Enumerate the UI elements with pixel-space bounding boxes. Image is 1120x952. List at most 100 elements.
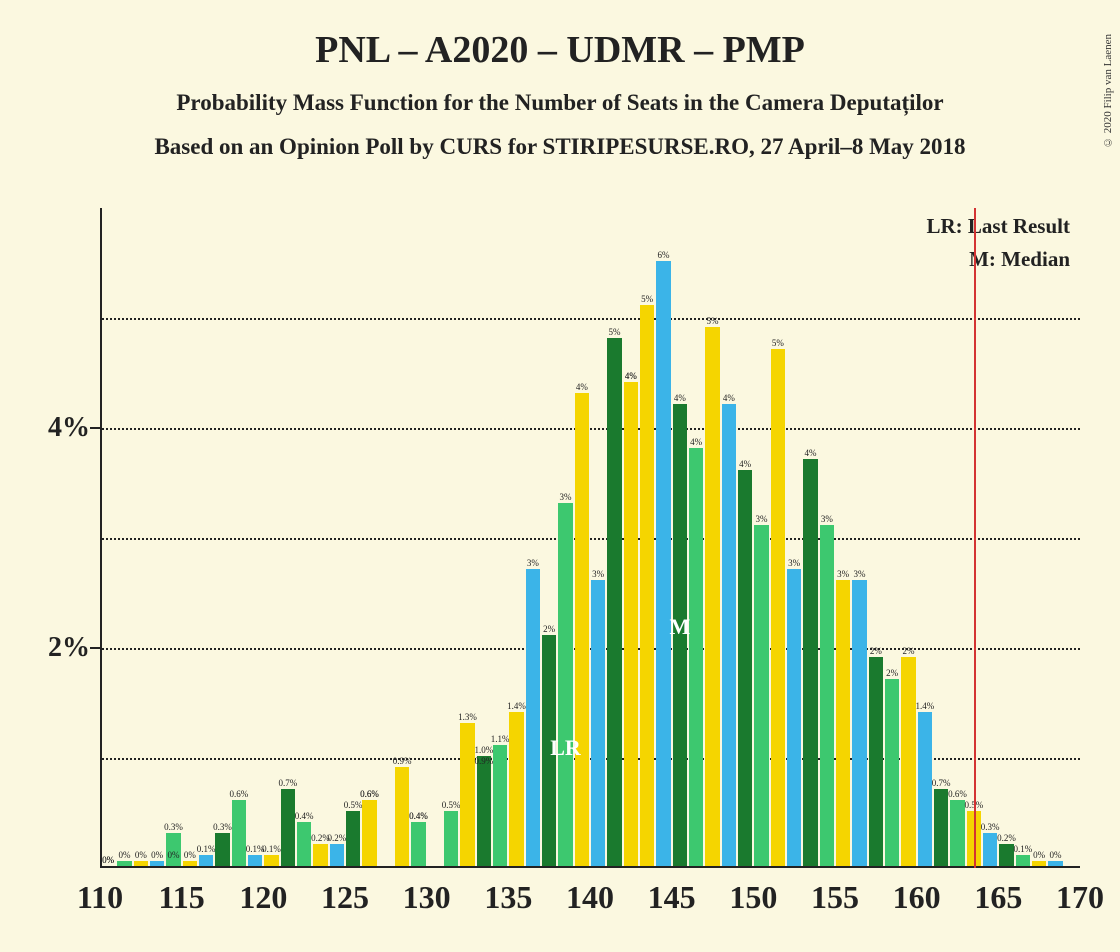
bar-value-label: 1.4% xyxy=(915,701,934,711)
bar xyxy=(330,844,344,866)
bar-value-label: 1.4% xyxy=(507,701,526,711)
bar-value-label: 1.3% xyxy=(458,712,477,722)
bar xyxy=(395,767,409,866)
bar-value-label: 0.2% xyxy=(327,833,346,843)
bar-value-label: 0.1% xyxy=(262,844,281,854)
bar-value-label: 0.3% xyxy=(213,822,232,832)
bar xyxy=(297,822,311,866)
bar-value-label: 0.2% xyxy=(997,833,1016,843)
bar-value-label: 0.9% xyxy=(474,756,493,766)
bar xyxy=(607,338,621,866)
bar xyxy=(411,822,425,866)
chart-plot-area: 2%4%110115120125130135140145150155160165… xyxy=(100,208,1080,868)
bar-value-label: 0.3% xyxy=(981,822,1000,832)
bar-value-label: 0.7% xyxy=(932,778,951,788)
grid-line xyxy=(102,538,1080,540)
bar xyxy=(950,800,964,866)
bar xyxy=(640,305,654,866)
bar-value-label: 0.6% xyxy=(360,789,379,799)
bar-value-label: 2% xyxy=(886,668,898,678)
chart-subtitle-1: Probability Mass Function for the Number… xyxy=(0,90,1120,116)
bar-value-label: 4% xyxy=(739,459,751,469)
bar-value-label: 0.9% xyxy=(393,756,412,766)
bar xyxy=(836,580,850,866)
bar xyxy=(183,861,197,867)
bar-value-label: 0.6% xyxy=(948,789,967,799)
bar-value-label: 3% xyxy=(837,569,849,579)
bar-value-label: 0.3% xyxy=(164,822,183,832)
x-axis-label: 125 xyxy=(321,879,369,916)
chart-subtitle-2: Based on an Opinion Poll by CURS for STI… xyxy=(0,134,1120,160)
x-axis-label: 155 xyxy=(811,879,859,916)
x-axis-label: 150 xyxy=(729,879,777,916)
bar-value-label: 0.1% xyxy=(1013,844,1032,854)
grid-line xyxy=(102,428,1080,430)
bar xyxy=(591,580,605,866)
x-axis-label: 130 xyxy=(403,879,451,916)
bar xyxy=(558,503,572,866)
marker-line xyxy=(974,208,976,868)
bar xyxy=(215,833,229,866)
bar xyxy=(477,756,491,866)
bar xyxy=(999,844,1013,866)
bar xyxy=(885,679,899,866)
bar-value-label: 2% xyxy=(903,646,915,656)
bar xyxy=(248,855,262,866)
bar xyxy=(656,261,670,866)
bar-value-label: 5% xyxy=(772,338,784,348)
bar-value-label: 1.0% xyxy=(474,745,493,755)
bar xyxy=(150,861,164,867)
x-axis-label: 145 xyxy=(648,879,696,916)
bar-value-label: 0.4% xyxy=(409,811,428,821)
bar-value-label: 0.5% xyxy=(442,800,461,810)
bar-value-label: 6% xyxy=(658,250,670,260)
bar-value-label: 3% xyxy=(560,492,572,502)
copyright-text: © 2020 Filip van Laenen xyxy=(1102,34,1114,148)
bar xyxy=(509,712,523,866)
bar-value-label: 3% xyxy=(527,558,539,568)
bar xyxy=(199,855,213,866)
bar-value-label: 4% xyxy=(723,393,735,403)
bar xyxy=(1032,861,1046,867)
bar-value-label: 0% xyxy=(135,850,147,860)
x-axis-label: 165 xyxy=(974,879,1022,916)
x-axis xyxy=(100,866,1080,868)
bar xyxy=(869,657,883,866)
bar xyxy=(117,861,131,867)
bar-value-label: 0% xyxy=(102,855,114,865)
x-axis-label: 160 xyxy=(893,879,941,916)
bar-value-label: 0.6% xyxy=(229,789,248,799)
bar xyxy=(346,811,360,866)
bar-value-label: 3% xyxy=(756,514,768,524)
bar xyxy=(901,657,915,866)
bar-value-label: 2% xyxy=(543,624,555,634)
bar xyxy=(264,855,278,866)
bar-value-label: 3% xyxy=(788,558,800,568)
bar-value-label: 4% xyxy=(625,371,637,381)
bar xyxy=(771,349,785,866)
bar-value-label: 0% xyxy=(151,850,163,860)
bar xyxy=(934,789,948,866)
bar xyxy=(624,382,638,866)
x-axis-label: 135 xyxy=(484,879,532,916)
bar xyxy=(983,833,997,866)
bar-value-label: 4% xyxy=(674,393,686,403)
bar xyxy=(689,448,703,866)
bar-value-label: 3% xyxy=(854,569,866,579)
bar xyxy=(281,789,295,866)
y-tick xyxy=(90,647,100,649)
bar xyxy=(313,844,327,866)
bar xyxy=(362,800,376,866)
bar-value-label: 4% xyxy=(805,448,817,458)
bar-value-label: 5% xyxy=(609,327,621,337)
marker-text: LR xyxy=(550,735,581,761)
marker-text: M xyxy=(669,614,690,640)
bar-value-label: 5% xyxy=(707,316,719,326)
bar xyxy=(820,525,834,866)
x-axis-label: 120 xyxy=(239,879,287,916)
x-axis-label: 170 xyxy=(1056,879,1104,916)
bar-value-label: 0.5% xyxy=(344,800,363,810)
bar xyxy=(460,723,474,866)
bar-value-label: 4% xyxy=(576,382,588,392)
bar-value-label: 0.4% xyxy=(295,811,314,821)
